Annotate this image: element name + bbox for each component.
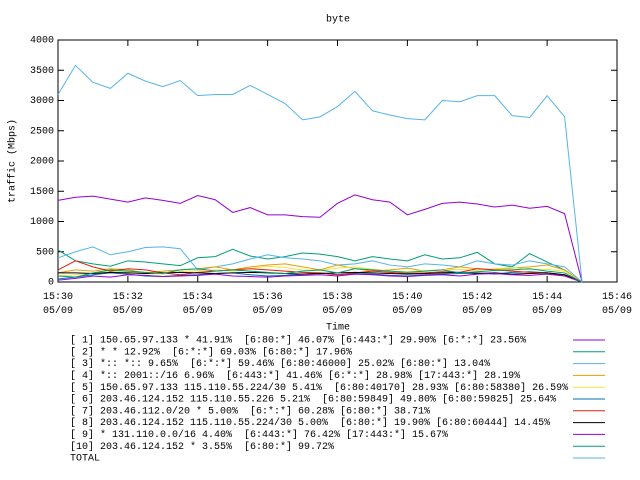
legend-label: [10] 203.46.124.152 * 3.55% [6:80:*] 99.… <box>70 441 334 453</box>
legend-label: [ 8] 203.46.124.152 115.110.55.224/30 5.… <box>70 417 550 429</box>
x-axis-label: Time <box>326 322 350 334</box>
legend-label: [ 2] * * 12.92% [6:*:*] 69.03% [6:80:*] … <box>70 346 352 358</box>
x-tick-label: 15:34 05/09 <box>183 292 213 317</box>
x-tick-label-line: 15:46 <box>602 292 632 303</box>
y-tick-label: 2500 <box>30 126 54 137</box>
y-tick-label: 4000 <box>30 36 54 47</box>
legend-label: TOTAL <box>70 454 100 465</box>
x-tick-label: 15:46 05/09 <box>602 292 632 317</box>
legend-label: [ 3] *:: *:: 9.65% [6:*:*] 59.46% [6:80:… <box>70 358 490 370</box>
legend-label: [ 9] * 131.110.0.0/16 4.40% [6:443:*] 76… <box>70 429 448 441</box>
legend-label: [ 5] 150.65.97.133 115.110.55.224/30 5.4… <box>70 382 568 394</box>
y-axis-label: traffic (Mbps) <box>7 119 19 203</box>
y-tick-label: 2000 <box>30 157 54 168</box>
x-tick-label-line: 15:38 <box>322 292 352 303</box>
x-tick-label: 15:44 05/09 <box>532 292 562 317</box>
y-tick-label: 1000 <box>30 217 54 228</box>
x-tick-label: 15:32 05/09 <box>113 292 143 317</box>
y-tick-label: 3500 <box>30 66 54 77</box>
x-tick-label-line: 05/09 <box>392 305 422 317</box>
x-tick-label-line: 05/09 <box>532 305 562 317</box>
x-tick-label: 15:30 05/09 <box>43 292 73 317</box>
legend-label: [ 1] 150.65.97.133 * 41.91% [6:80:*] 46.… <box>70 335 526 347</box>
x-tick-label-line: 05/09 <box>113 305 143 317</box>
series-line <box>58 271 583 283</box>
x-tick-label-line: 05/09 <box>602 305 632 317</box>
legend-label: [ 6] 203.46.124.152 115.110.55.226 5.21%… <box>70 394 556 406</box>
series-line <box>57 268 583 283</box>
chart-title: byte <box>326 14 350 26</box>
x-tick-label-line: 05/09 <box>322 305 352 317</box>
series-line <box>57 64 583 283</box>
x-tick-label-line: 15:42 <box>462 292 492 303</box>
x-tick-label-line: 15:44 <box>532 292 562 303</box>
x-tick-label: 15:40 05/09 <box>392 292 422 317</box>
y-tick-label: 0 <box>48 278 54 289</box>
x-tick-label-line: 05/09 <box>43 305 73 317</box>
x-tick-label-line: 15:30 <box>43 292 73 303</box>
y-tick-label: 3000 <box>30 96 54 107</box>
legend-label: [ 7] 203.46.112.0/20 * 5.00% [6:*:*] 60.… <box>70 405 430 417</box>
x-tick-label-line: 05/09 <box>253 305 283 317</box>
y-tick-label: 500 <box>36 247 54 258</box>
series-line <box>57 194 583 283</box>
x-tick-label: 15:36 05/09 <box>253 292 283 317</box>
series-line <box>57 273 583 283</box>
series-line <box>57 246 583 283</box>
y-tick-label: 1500 <box>30 187 54 198</box>
x-tick-label-line: 15:40 <box>392 292 422 303</box>
series-line <box>57 260 583 283</box>
x-tick-label: 15:38 05/09 <box>322 292 352 317</box>
x-tick-label-line: 05/09 <box>462 305 492 317</box>
x-tick-label-line: 15:32 <box>113 292 143 303</box>
x-tick-label-line: 15:36 <box>253 292 283 303</box>
x-tick-label: 15:42 05/09 <box>462 292 492 317</box>
legend-label: [ 4] *:: 2001::/16 6.96% [6:443:*] 41.46… <box>70 370 520 382</box>
x-tick-label-line: 15:34 <box>183 292 213 303</box>
x-tick-label-line: 05/09 <box>183 305 213 317</box>
